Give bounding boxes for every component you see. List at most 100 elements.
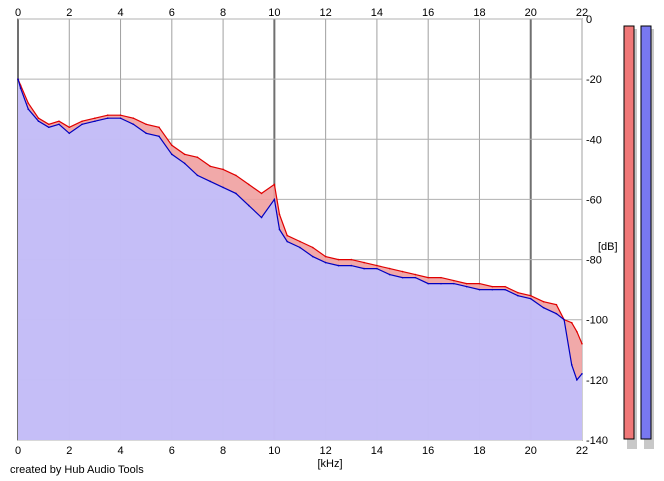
x-tick-label-top: 16 [422, 7, 434, 19]
series-2-point [47, 126, 50, 129]
series-2-point [119, 117, 122, 120]
series-2-point [81, 123, 83, 126]
x-tick-label-bottom: 6 [169, 445, 175, 457]
x-tick-label-bottom: 2 [66, 445, 72, 457]
series-1-point [286, 234, 288, 237]
series-1-point [427, 276, 429, 279]
series-1-point [171, 144, 173, 147]
series-2-point [58, 123, 60, 126]
series-2-point [68, 132, 71, 135]
series-2-point [222, 186, 224, 189]
series-2-point [158, 135, 160, 138]
x-tick-label-bottom: 0 [15, 445, 21, 457]
series-2-point [209, 180, 212, 183]
series-2-point [517, 294, 519, 297]
series-2-point [183, 162, 186, 165]
x-tick-label-bottom: 16 [422, 445, 434, 457]
series-2-point [19, 87, 22, 89]
series-2-point [563, 318, 565, 321]
series-1-point [94, 117, 96, 120]
series-1-point [235, 174, 237, 177]
series-2-point [299, 246, 301, 249]
series-2-point [401, 276, 404, 279]
series-1-point [312, 246, 314, 249]
series-2-point [478, 288, 481, 291]
series-1-point [260, 192, 263, 195]
x-tick-label-top: 18 [473, 7, 485, 19]
y-axis-title: [dB] [598, 241, 618, 253]
series-1-point [414, 273, 417, 276]
series-2-point [145, 132, 147, 135]
x-tick-label-top: 8 [220, 7, 226, 19]
x-tick-label-top: 4 [117, 7, 123, 19]
series-2-point [504, 288, 506, 291]
y-tick-label: -120 [586, 375, 608, 387]
series-2-point [491, 288, 494, 291]
series-1-point [183, 153, 186, 156]
series-1-point [222, 168, 224, 171]
y-tick-label: -80 [586, 255, 602, 267]
x-tick-label-bottom: 20 [525, 445, 537, 457]
series-1-point [478, 282, 481, 285]
series-1-point [465, 282, 468, 285]
series-2-point [37, 120, 40, 123]
series-2-point [324, 261, 327, 264]
series-1-point [555, 303, 558, 306]
series-1-point [453, 279, 455, 282]
series-2-point [376, 267, 378, 270]
series-2-point [570, 364, 573, 366]
series-2-point [27, 108, 30, 111]
series-2-point [388, 273, 391, 276]
y-tick-label: -100 [586, 315, 608, 327]
series-1-point [542, 300, 545, 303]
series-2-point [106, 117, 109, 120]
series-1-point [504, 285, 506, 288]
series-1-point [273, 183, 276, 186]
x-tick-label-top: 0 [15, 7, 21, 19]
series-2-point [427, 282, 429, 285]
x-tick-labels-top: 0 2 4 6 8 10 12 14 16 18 20 22 [15, 7, 588, 19]
series-1-point [581, 342, 583, 345]
series-1-point [517, 291, 519, 294]
series-1-point [388, 267, 391, 270]
series-1-point [106, 114, 109, 117]
series-1-point [47, 123, 50, 126]
series-1-point [132, 117, 135, 120]
series-2-point [17, 78, 19, 80]
x-tick-labels-bottom: 0 2 4 6 8 10 12 14 16 18 20 22 [15, 445, 588, 457]
series-2-point [247, 204, 250, 207]
x-tick-label-bottom: 8 [220, 445, 226, 457]
series-1-point [337, 258, 340, 261]
y-tick-label: -60 [586, 194, 602, 206]
series-1-point [570, 321, 573, 324]
level-meter-2 [640, 25, 652, 440]
series-1-point [68, 126, 71, 129]
x-tick-label-top: 10 [268, 7, 280, 19]
series-1-point [81, 120, 83, 123]
series-2-point [440, 282, 442, 285]
series-2-point [94, 120, 96, 123]
series-layer [17, 78, 583, 440]
y-tick-label: -20 [586, 74, 602, 86]
x-tick-label-top: 20 [525, 7, 537, 19]
x-axis-title: [kHz] [317, 458, 342, 470]
level-meters [623, 25, 654, 449]
series-2-line [17, 78, 583, 382]
x-tick-label-top: 22 [576, 7, 588, 19]
x-tick-label-top: 2 [66, 7, 72, 19]
series-2-point [555, 312, 558, 315]
x-tick-label-bottom: 10 [268, 445, 280, 457]
series-2-point [363, 267, 365, 270]
series-2-point [260, 216, 263, 219]
x-tick-label-top: 12 [320, 7, 332, 19]
series-2-point [453, 282, 455, 285]
y-tick-label: -140 [586, 435, 608, 447]
y-tick-label: -40 [586, 134, 602, 146]
series-1-point [209, 165, 212, 168]
series-1-point [363, 261, 365, 264]
series-2-point [337, 264, 340, 267]
series-2-point [542, 306, 545, 309]
series-2-point [171, 153, 173, 156]
series-1-point [299, 240, 301, 243]
